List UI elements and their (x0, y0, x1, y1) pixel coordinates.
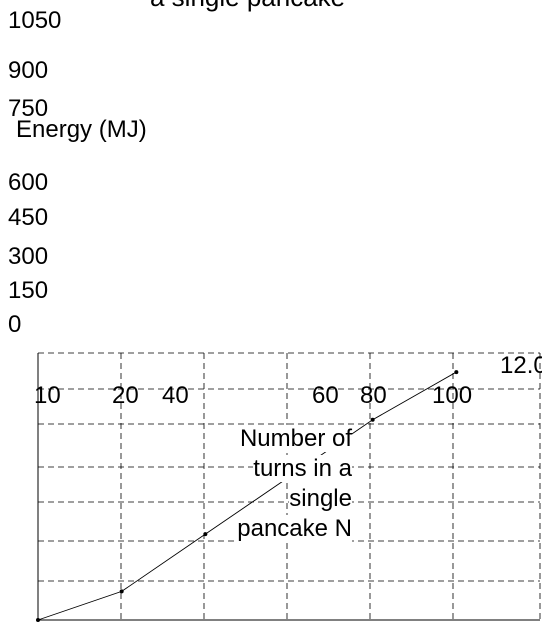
x-tick-label: 100 (432, 382, 473, 409)
x-tick-label: 10 (34, 382, 61, 409)
x-tick-label: 80 (360, 382, 387, 409)
data-point (454, 370, 459, 375)
y-tick-label: 600 (8, 169, 49, 196)
data-point (36, 618, 40, 622)
x-tick-label: 60 (312, 382, 339, 409)
x-tick-label: 12.0 (500, 352, 542, 379)
y-tick-label: 900 (8, 57, 49, 84)
chart-title: a single pancake (150, 0, 540, 12)
y-tick-label: 300 (8, 243, 49, 270)
data-point (119, 589, 124, 594)
y-tick-label: 1050 (8, 7, 62, 34)
x-axis-label-text: Number of turns in a single pancake N (237, 425, 352, 542)
axes (37, 353, 540, 621)
data-point (203, 532, 208, 537)
y-axis-label: Energy (MJ) (8, 114, 147, 158)
data-point (370, 417, 375, 422)
y-tick-label: 450 (8, 204, 49, 231)
x-tick-label: 20 (112, 382, 139, 409)
series-polyline (37, 371, 457, 621)
y-tick-label: 750 (8, 95, 49, 122)
y-tick-label: 150 (8, 277, 49, 304)
x-axis-label: Number of turns in a single pancake N (206, 424, 352, 544)
y-axis-label-text: Energy (MJ) (16, 116, 147, 143)
y-tick-label: 0 (8, 311, 22, 338)
x-tick-label: 40 (162, 382, 189, 409)
